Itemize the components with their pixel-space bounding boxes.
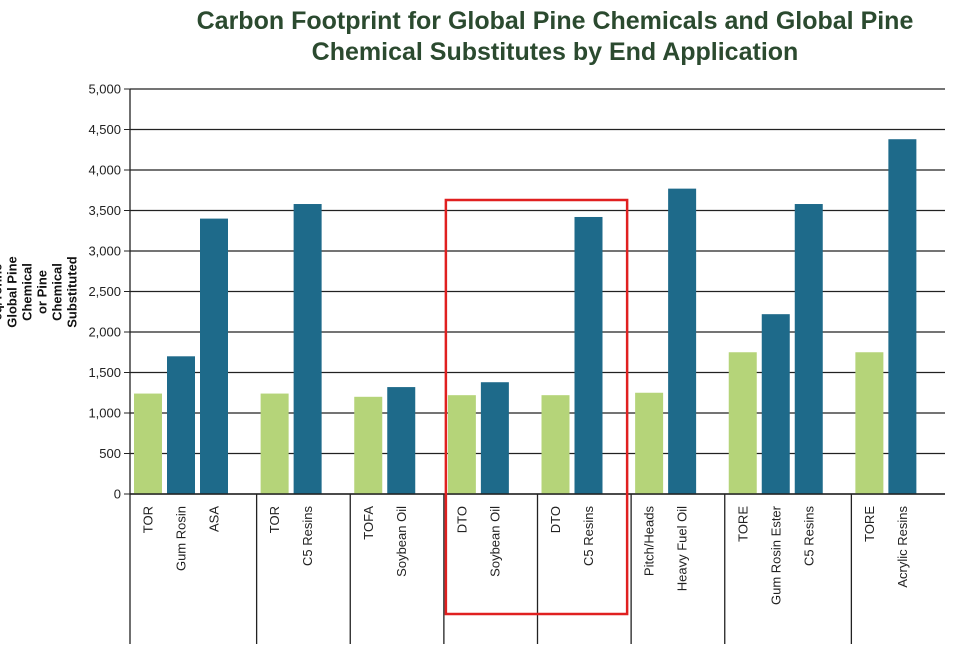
category-label: DTO [548,506,563,533]
y-tick-label: 2,500 [88,284,121,299]
category-label: TOR [267,506,282,533]
axes [124,88,945,644]
y-tick-label: 4,500 [88,122,121,137]
y-tick-label: 1,500 [88,365,121,380]
bar [447,395,476,494]
category-label: Soybean Oil [487,506,502,577]
y-tick-labels: 0 500 1,000 1,500 2,000 2,500 3,000 3,500 4,000 4… [88,82,121,502]
bar [541,395,570,494]
y-tick-label: 2,000 [88,325,121,340]
category-label: Pitch/Heads [642,506,657,577]
category-label: C5 Resins [581,506,596,566]
highlight-box [444,198,629,616]
category-label: TOFA [361,506,376,540]
bar [260,393,289,494]
category-label: Gum Rosin [174,506,189,571]
highlight-rectangle [444,198,629,616]
bars [134,139,917,495]
y-tick-label: 500 [99,446,121,461]
bar [728,352,757,494]
y-tick-label: 5,000 [88,82,121,97]
category-label: Heavy Fuel Oil [675,506,690,591]
bar [574,216,603,495]
category-labels: TOR Gum Rosin ASA TOR C5 Resins TOFA Soybean O… [141,505,910,605]
bar [167,356,195,494]
category-label: Acrylic Resins [895,506,910,588]
bar [200,218,228,494]
category-label: C5 Resins [300,506,315,566]
category-label: ASA [207,506,222,532]
category-label: TOR [141,506,156,533]
bar [761,314,790,494]
y-tick-label: 1,000 [88,406,121,421]
bar [794,204,823,494]
category-label: TORE [862,506,877,542]
y-tick-label: 4,000 [88,163,121,178]
chart-title: Carbon Footprint for Global Pine Chemica… [196,7,914,66]
y-tick-label: 0 [114,487,121,502]
bar [668,188,697,494]
category-label: DTO [454,506,469,533]
bar [387,387,416,494]
y-tick-label: 3,000 [88,244,121,259]
bar [134,393,162,494]
bar [480,382,509,494]
category-label: TORE [735,506,750,542]
category-label: Soybean Oil [394,506,409,577]
y-tick-label: 3,500 [88,203,121,218]
bar [855,352,884,494]
bar [888,139,917,494]
bar [293,204,322,494]
bar [354,396,383,494]
category-label: Gum Rosin Ester [768,505,783,605]
category-label: C5 Resins [801,506,816,566]
bar [635,392,664,494]
